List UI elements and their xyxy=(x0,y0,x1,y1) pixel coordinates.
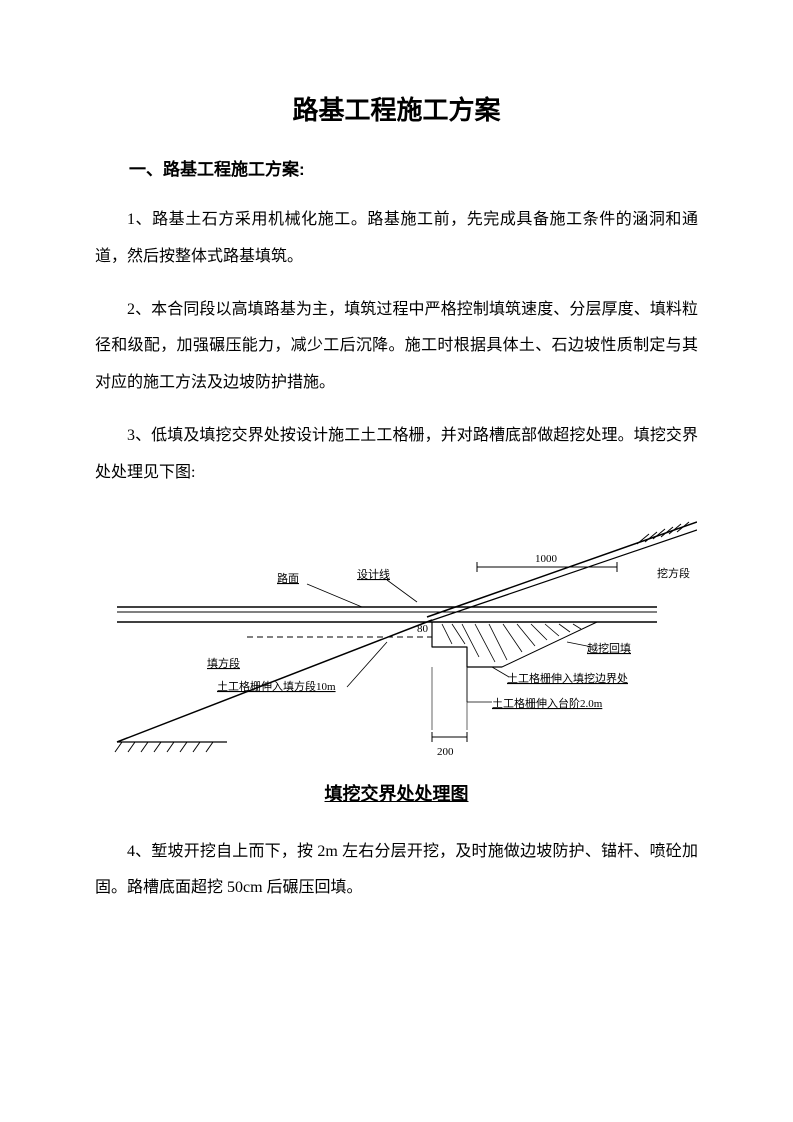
dim-1000-label: 1000 xyxy=(535,553,558,565)
geogrid-boundary-label: 土工格栅伸入填挖边界处 xyxy=(507,671,628,685)
fill-section-label: 填方段 xyxy=(207,656,240,670)
excess-excavation-label: 越挖回填 xyxy=(587,641,631,655)
cut-section-label: 挖方段 xyxy=(657,566,690,580)
paragraph-4: 4、堑坡开挖自上而下，按 2m 左右分层开挖，及时施做边坡防护、锚杆、喷砼加固。… xyxy=(95,834,698,908)
design-line-label: 设计线 xyxy=(357,567,390,581)
cut-fill-boundary-diagram: 1000 挖方段 路面 设计线 80 xyxy=(97,512,697,762)
page-title: 路基工程施工方案 xyxy=(95,90,698,127)
diagram-caption: 填挖交界处处理图 xyxy=(95,780,698,806)
diagram-container: 1000 挖方段 路面 设计线 80 xyxy=(95,512,698,762)
paragraph-3: 3、低填及填挖交界处按设计施工土工格栅，并对路槽底部做超挖处理。填挖交界处处理见… xyxy=(95,418,698,492)
section-heading: 一、路基工程施工方案: xyxy=(95,155,698,180)
geogrid-step-label: 土工格栅伸入台阶2.0m xyxy=(492,696,603,710)
paragraph-2: 2、本合同段以高填路基为主，填筑过程中严格控制填筑速度、分层厚度、填料粒径和级配… xyxy=(95,292,698,402)
paragraph-1: 1、路基土石方采用机械化施工。路基施工前，先完成具备施工条件的涵洞和通道，然后按… xyxy=(95,202,698,276)
dim-200-label: 200 xyxy=(437,746,454,758)
road-surface-label: 路面 xyxy=(277,572,299,585)
geogrid-fill-label: 土工格栅伸入填方段10m xyxy=(217,679,336,693)
